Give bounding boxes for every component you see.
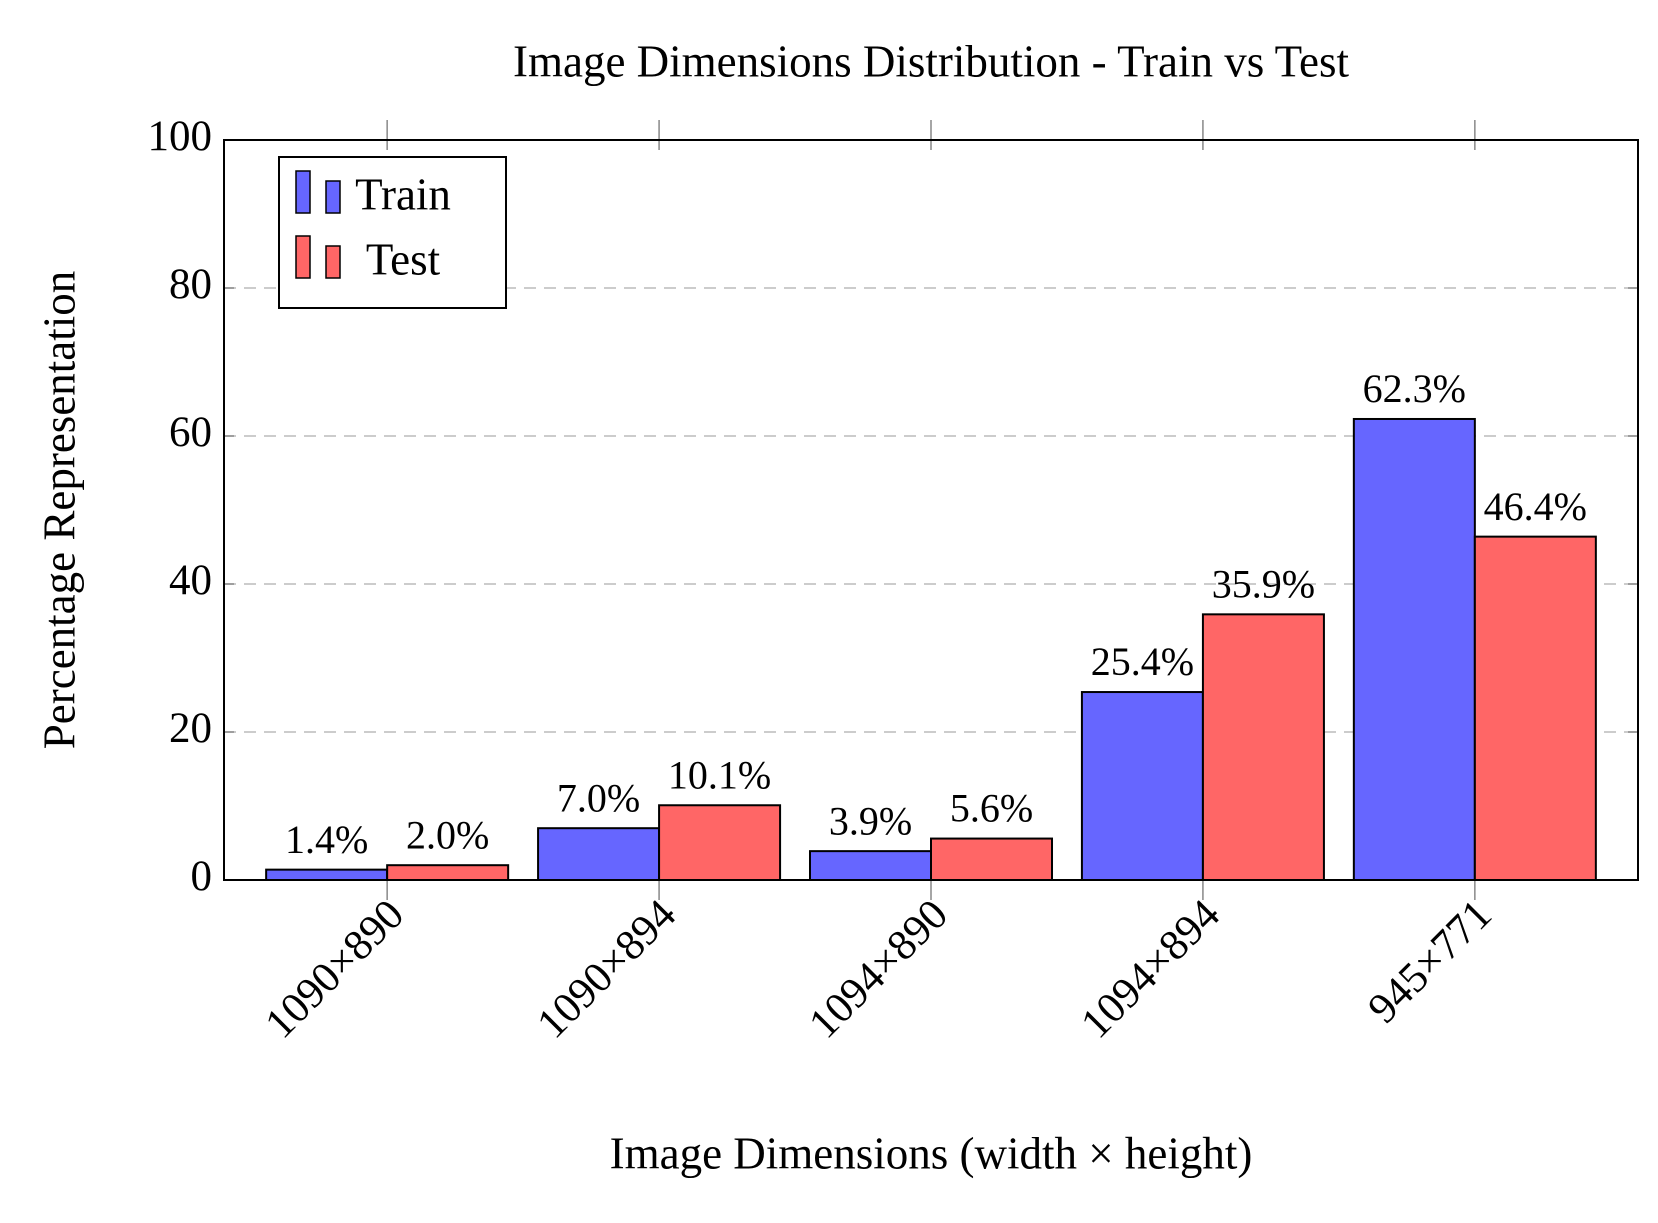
bar [930,837,1054,881]
x-tick-label: 945×771 [1359,891,1501,1033]
value-label: 46.4% [1484,484,1587,529]
value-label: 10.1% [668,752,771,797]
y-tick-label: 80 [169,261,212,308]
legend-label: Test [366,234,441,284]
value-label: 7.0% [557,775,640,820]
bar [1080,691,1204,881]
value-label: 1.4% [285,817,368,862]
y-tick-label: 100 [148,113,213,160]
bar [265,868,389,882]
value-label: 3.9% [829,798,912,843]
legend-swatch [295,235,311,279]
value-label: 2.0% [406,812,489,857]
y-axis-label: Percentage Representation [34,271,84,750]
y-tick-label: 20 [169,705,212,752]
bar [1473,535,1597,881]
bar [1352,417,1476,881]
chart-title: Image Dimensions Distribution - Train vs… [513,36,1350,86]
bar [808,850,932,882]
legend-label: Train [355,169,451,219]
x-tick-label: 1090×894 [528,891,685,1048]
y-tick-label: 60 [169,409,212,456]
plot-frame [223,139,1639,881]
bar [1201,613,1325,882]
y-tick-label: 0 [191,853,213,900]
bar [386,864,510,882]
legend-swatch [295,170,311,214]
legend-swatch [325,245,341,279]
bar [537,827,661,882]
x-tick-label: 1090×890 [256,891,413,1048]
y-tick-label: 40 [169,557,212,604]
value-label: 5.6% [950,786,1033,831]
legend-box [278,156,507,309]
bar [658,804,782,882]
x-tick-label: 1094×894 [1072,891,1229,1048]
value-label: 62.3% [1363,366,1466,411]
legend-swatch [325,180,341,214]
value-label: 35.9% [1212,562,1315,607]
x-axis-label: Image Dimensions (width × height) [610,1128,1253,1178]
value-label: 25.4% [1091,639,1194,684]
x-tick-label: 1094×890 [800,891,957,1048]
